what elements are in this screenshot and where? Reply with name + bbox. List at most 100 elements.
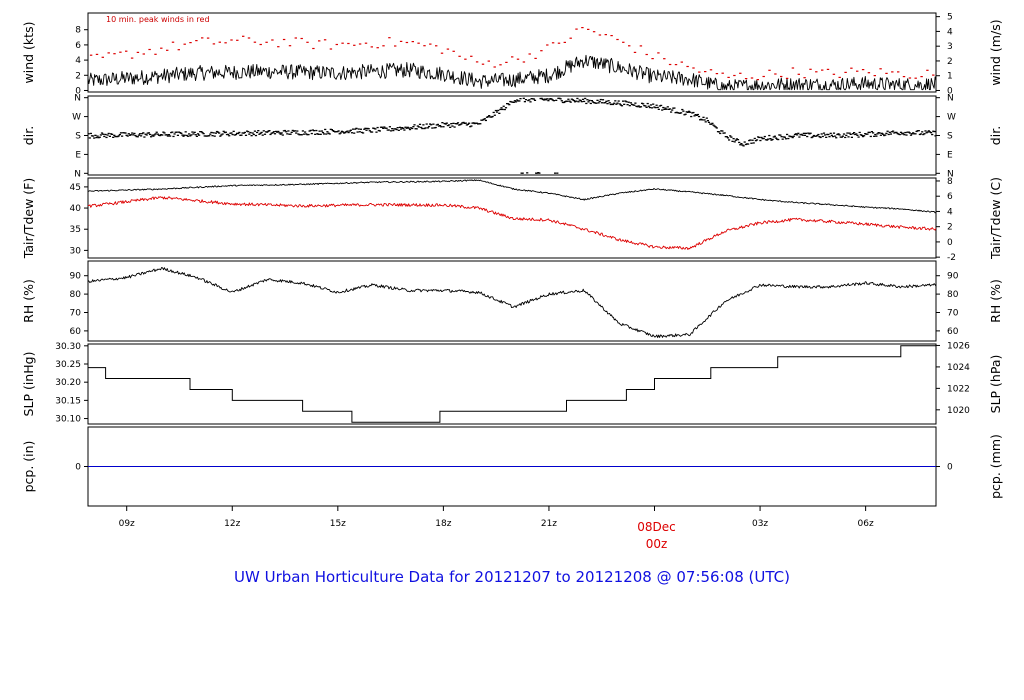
dir-point — [111, 133, 114, 135]
peak-wind-point — [727, 76, 730, 78]
left-tick-label: 30.10 — [55, 415, 81, 425]
peak-wind-point — [516, 58, 520, 60]
x-tick-label: 03z — [752, 519, 768, 529]
dir-point — [629, 102, 632, 104]
dir-point — [851, 133, 855, 135]
dir-point — [686, 111, 689, 113]
dir-point — [364, 127, 367, 129]
peak-wind-point — [809, 68, 812, 70]
dir-point — [220, 134, 223, 136]
left-tick-label: 30.15 — [55, 396, 81, 406]
peak-wind-point — [920, 76, 923, 78]
series-wind-peak — [89, 27, 935, 81]
right-tick-label: N — [947, 94, 954, 104]
dir-point — [924, 130, 927, 132]
dir-point — [497, 109, 500, 112]
peak-wind-point — [224, 42, 227, 44]
dir-point — [302, 133, 306, 135]
dir-point — [143, 136, 146, 138]
dir-point — [838, 134, 841, 136]
dir-point — [141, 133, 144, 135]
dir-point — [588, 99, 591, 102]
dir-point — [566, 100, 569, 102]
peak-wind-point — [756, 79, 759, 81]
dir-point — [779, 134, 782, 136]
peak-wind-point — [435, 45, 438, 47]
dir-point — [271, 132, 274, 134]
dir-point — [512, 101, 515, 103]
left-tick-label: 0 — [75, 463, 81, 473]
dir-point — [770, 139, 773, 141]
dir-point — [362, 132, 365, 134]
dir-point — [275, 130, 278, 133]
peak-wind-point — [201, 37, 204, 39]
dir-point — [780, 136, 783, 138]
dir-point — [376, 126, 379, 129]
peak-wind-point — [376, 47, 379, 49]
series-temp-air_temperature — [88, 179, 936, 214]
dir-point — [331, 130, 335, 132]
dir-point — [119, 132, 123, 134]
right-tick-label: -2 — [947, 253, 956, 263]
dir-point — [297, 133, 300, 135]
dir-point — [108, 135, 111, 137]
left-tick-label: 4 — [75, 56, 81, 66]
dir-point — [199, 131, 202, 133]
left-axis-label: SLP (inHg) — [21, 352, 36, 417]
peak-wind-point — [663, 58, 666, 60]
dir-point — [388, 126, 391, 128]
dir-point — [204, 135, 207, 137]
dir-point — [634, 102, 637, 104]
peak-wind-point — [785, 77, 789, 79]
dir-point — [700, 118, 703, 120]
dir-point — [706, 120, 709, 122]
dir-point — [526, 172, 529, 174]
peak-wind-point — [914, 77, 917, 79]
peak-wind-point — [721, 72, 724, 74]
dir-point — [569, 101, 572, 103]
dir-point — [195, 135, 198, 137]
dir-point — [504, 107, 508, 109]
dir-point — [227, 133, 230, 136]
dir-point — [179, 132, 182, 134]
dir-point — [889, 133, 892, 135]
dir-point — [106, 134, 109, 136]
dir-point — [350, 132, 354, 134]
dir-point — [846, 132, 849, 134]
peak-wind-point — [101, 56, 104, 58]
peak-wind-point — [288, 45, 292, 47]
dir-point — [427, 125, 431, 128]
right-tick-label: 1026 — [947, 341, 970, 351]
peak-wind-point — [411, 41, 414, 43]
dir-point — [328, 133, 331, 135]
dir-point — [347, 131, 350, 134]
dir-point — [567, 98, 570, 100]
dir-point — [162, 131, 165, 133]
dir-point — [219, 135, 222, 137]
right-tick-label: 70 — [947, 308, 959, 318]
dir-point — [116, 135, 119, 138]
dir-point — [493, 114, 496, 116]
dir-point — [624, 100, 627, 102]
dir-point — [919, 133, 923, 135]
dir-point — [682, 110, 685, 112]
dir-point — [522, 97, 525, 99]
dir-point — [358, 131, 361, 133]
dir-point — [272, 131, 275, 133]
dir-point — [88, 137, 91, 139]
series-wind-speed — [88, 54, 936, 91]
peak-wind-point — [592, 31, 596, 33]
peak-wind-point — [704, 71, 707, 73]
left-tick-label: 60 — [70, 327, 82, 337]
dir-point — [546, 98, 549, 100]
dir-point — [764, 139, 767, 141]
dir-point — [787, 137, 790, 140]
dir-point — [839, 136, 842, 138]
dir-point — [310, 132, 313, 135]
dir-point — [771, 138, 774, 141]
right-tick-label: 4 — [947, 27, 953, 37]
dir-point — [472, 122, 475, 124]
peak-wind-point — [879, 68, 882, 70]
peak-wind-point — [230, 39, 233, 41]
dir-point — [726, 137, 730, 139]
